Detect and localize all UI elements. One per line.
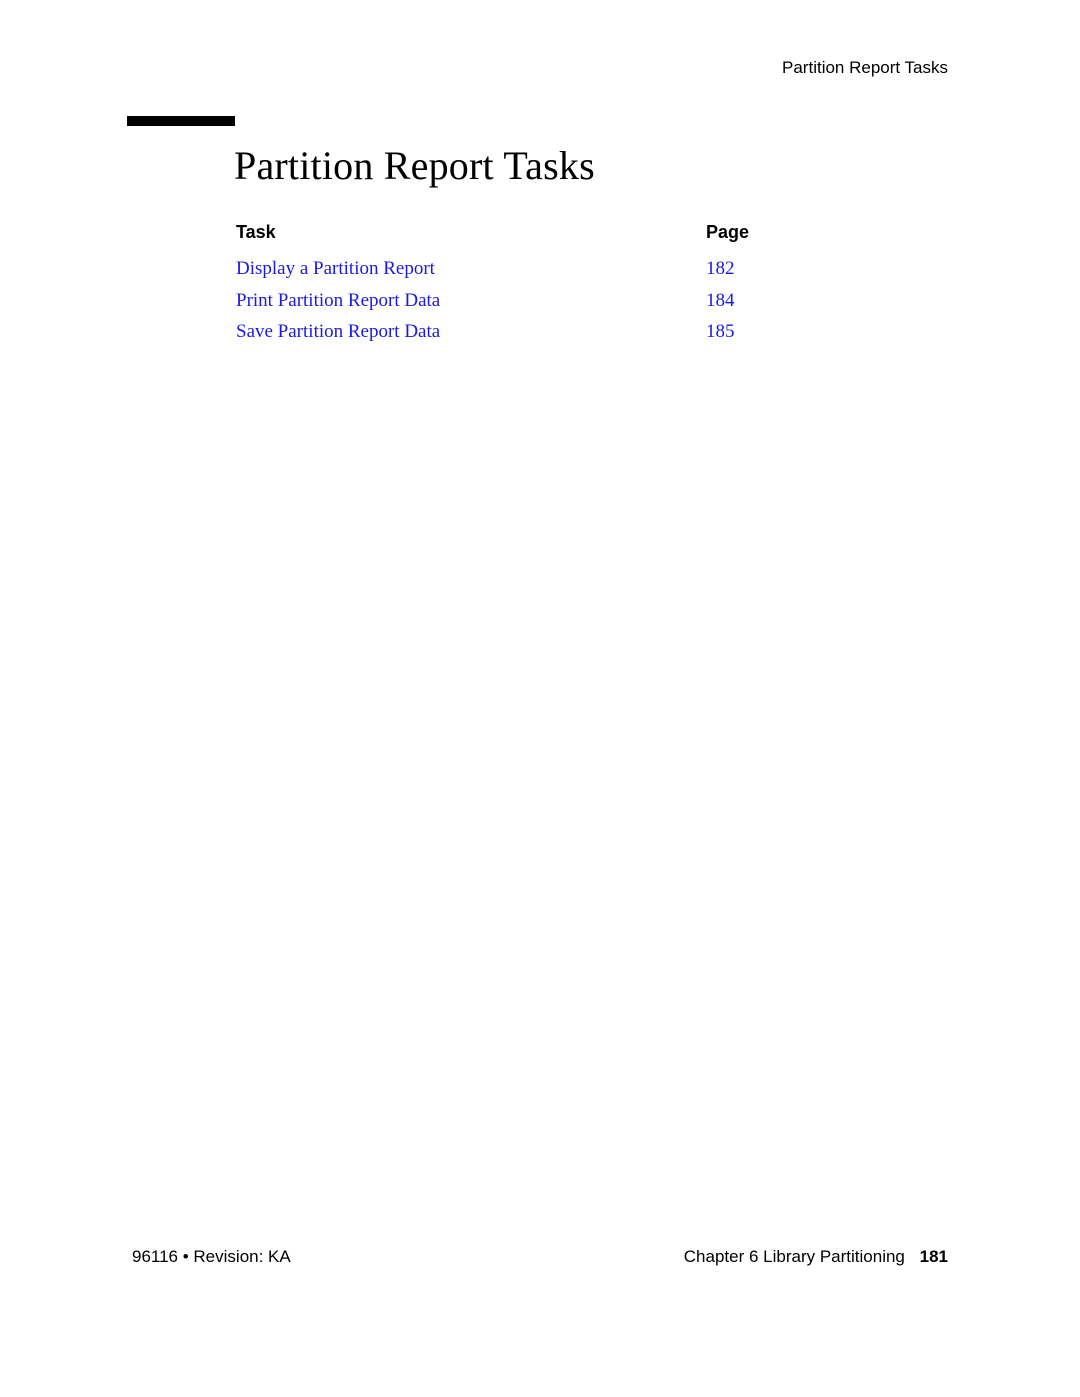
page-link[interactable]: 184 [706,287,826,315]
document-page: Partition Report Tasks Partition Report … [0,0,1080,1397]
task-table-header: Task Page [236,222,946,243]
task-link-print-partition-report-data[interactable]: Print Partition Report Data [236,287,706,315]
page-link[interactable]: 185 [706,318,826,346]
table-row: Save Partition Report Data 185 [236,318,946,346]
task-link-display-partition-report[interactable]: Display a Partition Report [236,255,706,283]
page-footer: 96116 • Revision: KA Chapter 6 Library P… [132,1247,948,1267]
heading-rule [127,116,235,126]
footer-chapter: Chapter 6 Library Partitioning 181 [684,1247,948,1267]
task-table: Task Page Display a Partition Report 182… [236,222,946,350]
column-header-task: Task [236,222,706,243]
table-row: Display a Partition Report 182 [236,255,946,283]
footer-chapter-text: Chapter 6 Library Partitioning [684,1247,905,1266]
page-link[interactable]: 182 [706,255,826,283]
footer-revision: 96116 • Revision: KA [132,1247,291,1267]
running-header: Partition Report Tasks [782,58,948,78]
task-link-save-partition-report-data[interactable]: Save Partition Report Data [236,318,706,346]
table-row: Print Partition Report Data 184 [236,287,946,315]
footer-page-number: 181 [920,1247,948,1266]
page-title: Partition Report Tasks [234,142,595,189]
column-header-page: Page [706,222,826,243]
